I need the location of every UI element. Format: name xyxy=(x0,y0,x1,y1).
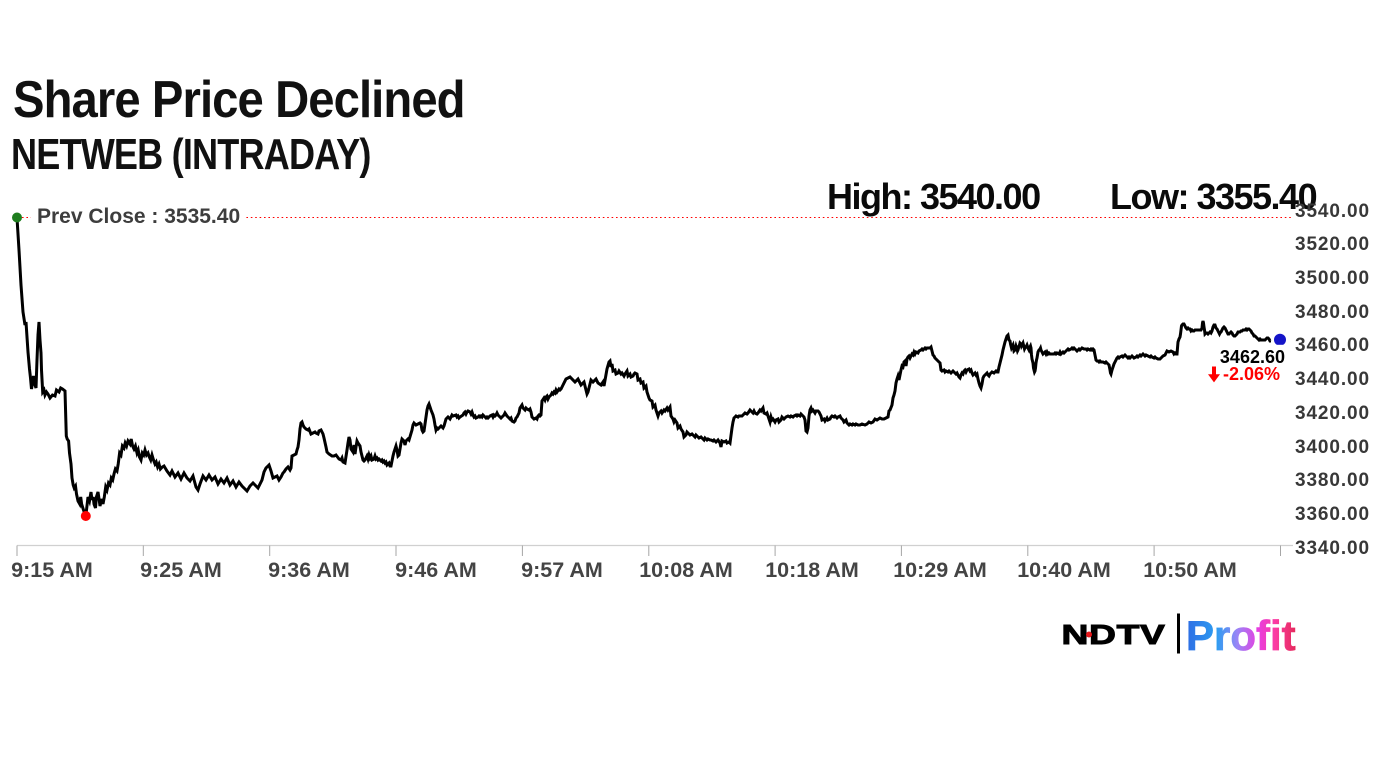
svg-text:NDTV: NDTV xyxy=(1062,619,1166,650)
svg-text:Profit: Profit xyxy=(1186,612,1296,658)
